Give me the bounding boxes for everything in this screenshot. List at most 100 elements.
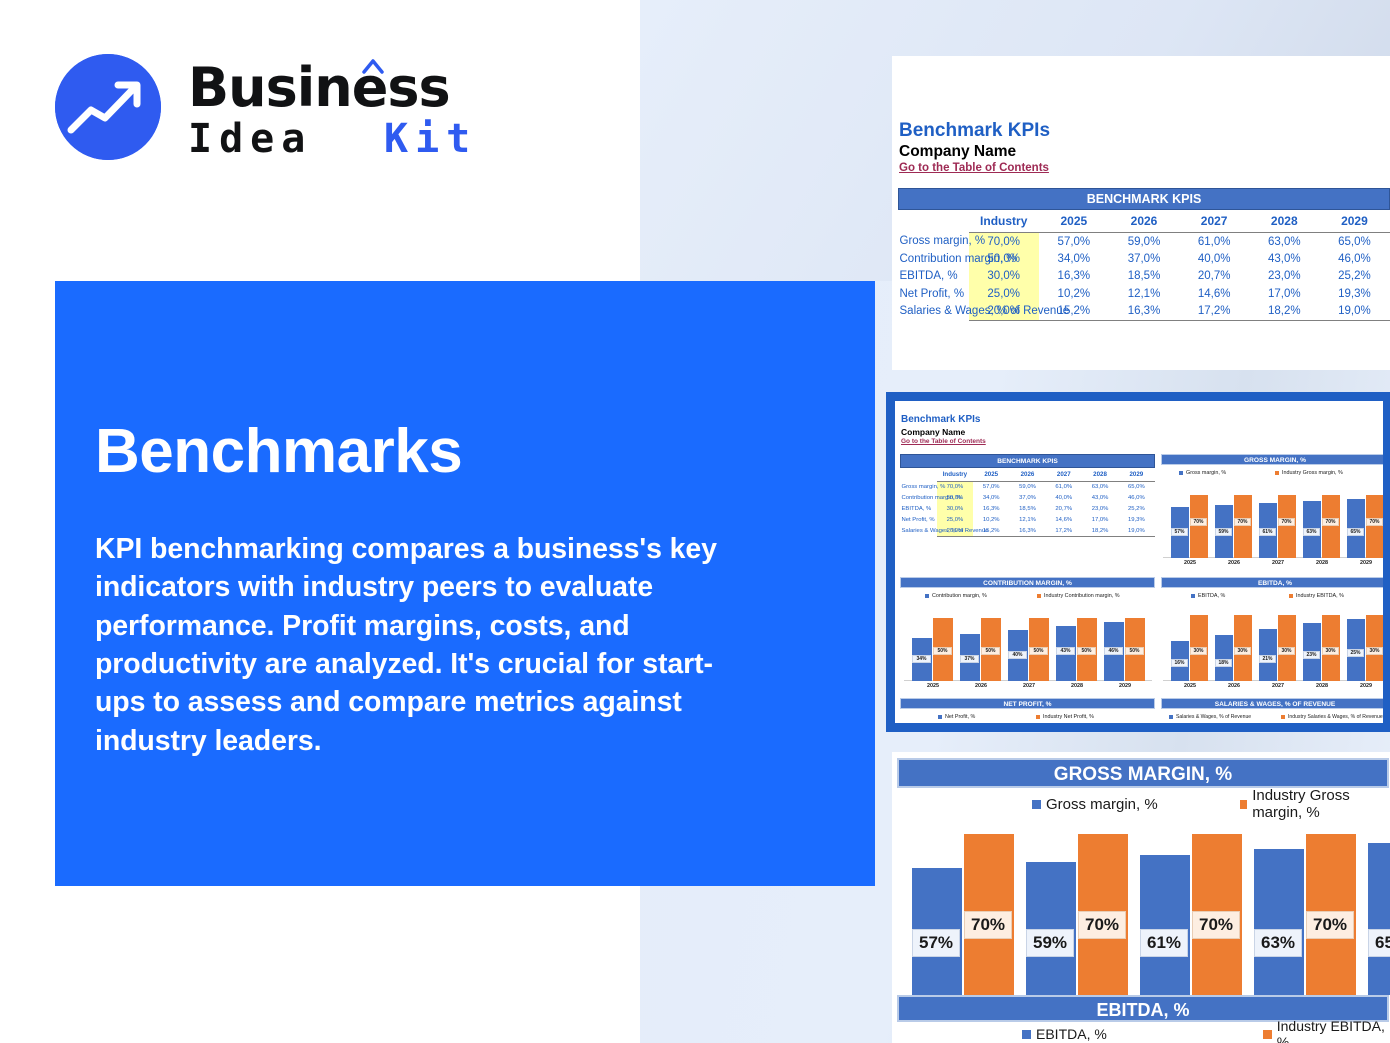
legend-swatch-orange — [1263, 1029, 1272, 1039]
cell-2029: 46,0% — [1338, 252, 1371, 265]
data-label-industry: 70% — [1306, 911, 1354, 939]
data-label-gross-margin: 63% — [1254, 929, 1302, 957]
bar-group-2029: 65% 70% — [1347, 482, 1383, 558]
data-label-company: 43% — [1056, 647, 1075, 655]
legend-swatch-blue — [1179, 470, 1183, 475]
bar-group-2025: 34% 50% — [912, 605, 954, 681]
mini-col-header-2026: 2026 — [1009, 467, 1046, 482]
x-tick-2029: 2029 — [1360, 683, 1372, 689]
cell-2026: 12,1% — [1019, 517, 1036, 523]
mini-table-row: Contribution margin, % 50,0% 34,0% 37,0%… — [901, 492, 1155, 504]
legend-label: Gross margin, % — [1046, 795, 1158, 813]
mini-chart-salaries-wages: SALARIES & WAGES, % OF REVENUE Salaries … — [1161, 698, 1383, 723]
cell-2027: 14,6% — [1197, 287, 1231, 300]
legend-item-company: Salaries & Wages, % of Revenue — [1169, 714, 1281, 720]
row-label: Net Profit, % — [901, 517, 935, 523]
data-label-company: 57% — [1171, 528, 1188, 536]
bar-group-2029: 65% 70% — [1368, 822, 1390, 1020]
legend-item-company: EBITDA, % — [1191, 593, 1289, 599]
cell-industry: 50,0% — [968, 250, 1039, 268]
bar-group-2027: 61% 70% — [1140, 822, 1245, 1020]
cell-2027: 17,2% — [1045, 525, 1082, 537]
cell-2029: 25,2% — [1338, 270, 1371, 283]
data-label-company: 34% — [912, 655, 931, 663]
x-tick-2026: 2026 — [1228, 560, 1240, 566]
table-of-contents-link[interactable]: Go to the Table of Contents — [899, 162, 1049, 174]
cell-2028: 17,0% — [1267, 287, 1301, 300]
bar-industry — [1234, 495, 1252, 558]
legend-swatch-orange — [1239, 799, 1248, 809]
cell-2025: 34,0% — [982, 495, 1000, 501]
chart-title: EBITDA, % — [1161, 577, 1383, 588]
cell-2026: 18,5% — [1127, 270, 1161, 283]
cell-2029: 46,0% — [1127, 495, 1145, 501]
legend-item-industry: Industry Net Profit, % — [1036, 714, 1094, 720]
cell-2026: 16,3% — [1108, 302, 1180, 321]
x-tick-2025: 2025 — [1184, 683, 1196, 689]
cell-2026: 59,0% — [1127, 235, 1161, 248]
bar-group-2025: 16% 30% — [1171, 605, 1209, 681]
cell-2026: 16,3% — [1009, 525, 1046, 537]
bar-group-2025: 57% 70% — [1171, 482, 1209, 558]
cell-2027: 17,2% — [1179, 302, 1250, 321]
legend-item-industry: Industry EBITDA, % — [1289, 593, 1344, 599]
bar-group-2028: 63% 70% — [1254, 822, 1359, 1020]
data-label-company: 61% — [1259, 528, 1276, 536]
legend-label: EBITDA, % — [1198, 592, 1226, 599]
legend-item-industry-ebitda: Industry EBITDA, % — [1263, 1018, 1390, 1043]
bar-group-2027: 61% 70% — [1259, 482, 1297, 558]
data-label-company: 21% — [1259, 655, 1276, 663]
bar-group-2027: 21% 30% — [1259, 605, 1297, 681]
mini-table-of-contents-link[interactable]: Go to the Table of Contents — [901, 438, 986, 445]
cell-2028: 18,2% — [1081, 525, 1119, 537]
data-label-industry: 70% — [1078, 911, 1126, 939]
cell-2028: 63,0% — [1091, 484, 1109, 491]
bar-group-2028: 63% 70% — [1303, 482, 1341, 558]
table-row: EBITDA, % 30,0% 16,3% 18,5% 20,7% 23,0% … — [899, 267, 1390, 285]
mini-col-header-2028: 2028 — [1081, 467, 1119, 482]
mini-sheet-title: Benchmark KPIs — [901, 414, 981, 425]
growth-arrow-icon — [55, 54, 161, 160]
legend-swatch-orange — [1281, 714, 1285, 719]
cell-2028: 43,0% — [1091, 495, 1109, 501]
cell-2025: 57,0% — [982, 484, 1000, 491]
data-label-industry: 70% — [1366, 518, 1383, 526]
data-label-gross-margin: 59% — [1026, 929, 1074, 957]
bar-group-2029: 46% 50% — [1104, 605, 1146, 681]
legend-item-industry-gross-margin: Industry Gross margin, % — [1239, 787, 1390, 821]
cell-industry: 50,0% — [936, 492, 974, 504]
plot-area: 57% 70% 59% 70% 61% 70% — [1163, 482, 1383, 558]
row-label: Salaries & Wages, % of Revenue — [901, 528, 989, 534]
plot-area: 16% 30% 18% 30% 21% 30% — [1163, 605, 1383, 681]
data-label-gross-margin: 65% — [1368, 929, 1390, 957]
cell-2028: 23,0% — [1267, 270, 1301, 283]
mini-table-row: Salaries & Wages, % of Revenue 20,0% 15,… — [901, 525, 1155, 537]
col-header-industry: Industry — [968, 209, 1039, 233]
cell-2028: 23,0% — [1091, 506, 1109, 512]
legend-swatch-orange — [1289, 593, 1293, 598]
mini-table-row: Net Profit, % 25,0% 10,2% 12,1% 14,6% 17… — [901, 514, 1155, 526]
logo-word-idea: Idea — [188, 116, 313, 162]
cell-2026: 37,0% — [1019, 495, 1036, 501]
col-header-2025: 2025 — [1038, 209, 1109, 233]
hero-panel: Benchmarks KPI benchmarking compares a b… — [55, 281, 875, 886]
mini-chart-contribution-margin: CONTRIBUTION MARGIN, % Contribution marg… — [900, 577, 1155, 697]
legend-swatch-blue — [1191, 593, 1195, 598]
cell-2025: 15,2% — [973, 525, 1010, 537]
cell-2026: 18,5% — [1019, 506, 1036, 512]
legend-swatch-blue — [938, 714, 942, 719]
legend-item-ebitda: EBITDA, % — [1022, 1026, 1263, 1042]
col-header-2029: 2029 — [1319, 209, 1390, 233]
mini-table-row: EBITDA, % 30,0% 16,3% 18,5% 20,7% 23,0% … — [901, 503, 1155, 515]
cell-industry: 30,0% — [936, 503, 974, 515]
cell-industry: 25,0% — [968, 285, 1039, 303]
cell-industry: 20,0% — [936, 525, 974, 537]
cell-2029: 65,0% — [1127, 484, 1145, 491]
cell-industry: 70,0% — [936, 481, 974, 493]
data-label-company: 40% — [1008, 651, 1027, 659]
brand-logo: Business Idea Kit — [55, 52, 475, 164]
bar-group-2026: 37% 50% — [960, 605, 1002, 681]
mini-table-banner: BENCHMARK KPIS — [900, 454, 1155, 468]
data-label-industry: 70% — [964, 911, 1012, 939]
legend-swatch-orange — [1037, 593, 1041, 598]
